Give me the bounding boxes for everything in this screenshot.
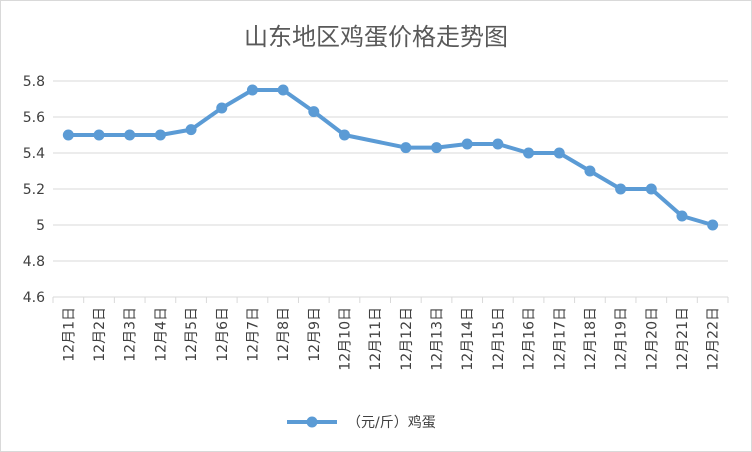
series-line (62, 84, 719, 231)
x-tick-label: 12月14日 (460, 307, 476, 371)
x-tick-label: 12月3日 (123, 307, 139, 362)
data-point (431, 142, 443, 154)
x-tick-label: 12月22日 (706, 307, 722, 371)
data-point (645, 183, 657, 195)
data-point (277, 84, 289, 96)
x-tick-label: 12月5日 (184, 307, 200, 362)
chart-title: 山东地区鸡蛋价格走势图 (244, 23, 508, 51)
data-point (62, 129, 74, 141)
x-axis: 12月1日 12月2日 12月3日 12月4日 12月5日 12月6日 12月7日 12月8日… (52, 297, 729, 371)
x-tick-label: 12月8日 (276, 307, 292, 362)
x-tick-label: 12月19日 (614, 307, 630, 371)
legend: （元/斤）鸡蛋 (287, 414, 436, 431)
data-point (154, 129, 166, 141)
x-tick-label: 12月2日 (92, 307, 108, 362)
data-point (676, 210, 688, 222)
data-point (246, 84, 258, 96)
gridlines (53, 80, 728, 298)
data-point (185, 124, 197, 136)
x-tick-label: 12月1日 (61, 307, 77, 362)
data-point (553, 147, 565, 159)
data-point (707, 219, 719, 231)
x-tick-label: 12月13日 (430, 307, 446, 371)
x-tick-label: 12月11日 (368, 307, 384, 371)
x-tick-label: 12月12日 (399, 307, 415, 371)
data-point (523, 147, 535, 159)
y-tick-label: 5.2 (23, 182, 45, 198)
y-tick-label: 4.8 (23, 254, 45, 270)
x-tick-label: 12月21日 (675, 307, 691, 371)
x-tick-label: 12月17日 (552, 307, 568, 371)
data-point (492, 138, 504, 150)
y-axis: 4.6 4.8 5 5.2 5.4 5.6 5.8 (23, 74, 45, 306)
y-tick-label: 5.4 (23, 146, 45, 162)
y-tick-label: 5.8 (23, 74, 45, 90)
series-polyline (68, 88, 714, 227)
data-point (584, 165, 596, 177)
x-tick-label: 12月16日 (522, 307, 538, 371)
data-point (461, 138, 473, 150)
legend-point-marker (306, 416, 318, 428)
x-tick-label: 12月4日 (153, 307, 169, 362)
x-tick-label: 12月6日 (215, 307, 231, 362)
x-tick-label: 12月20日 (644, 307, 660, 371)
y-tick-label: 5 (36, 218, 45, 234)
legend-label: （元/斤）鸡蛋 (347, 414, 436, 431)
data-point (400, 142, 412, 154)
data-point (615, 183, 627, 195)
data-point (124, 129, 136, 141)
data-point (216, 102, 228, 114)
x-tick-label: 12月7日 (245, 307, 261, 362)
y-tick-label: 5.6 (23, 110, 45, 126)
x-tick-label: 12月10日 (337, 307, 353, 371)
y-tick-label: 4.6 (23, 290, 45, 306)
data-point (308, 106, 320, 118)
x-tick-label: 12月15日 (491, 307, 507, 371)
x-tick-label: 12月9日 (307, 307, 323, 362)
data-point (93, 129, 105, 141)
data-point (338, 129, 350, 141)
x-tick-label: 12月18日 (583, 307, 599, 371)
